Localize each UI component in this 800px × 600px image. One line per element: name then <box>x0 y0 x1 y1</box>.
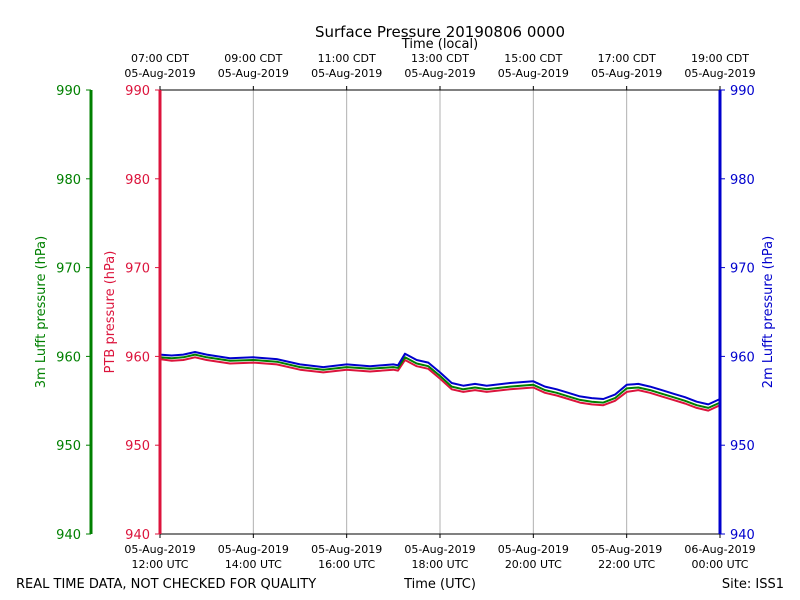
y-tick-label: 940 <box>730 528 755 543</box>
top-tick-label-date: 05-Aug-2019 <box>591 67 662 80</box>
x-tick-label-date: 05-Aug-2019 <box>124 543 195 556</box>
x-tick-label-date: 06-Aug-2019 <box>684 543 755 556</box>
y-axis-label: 2m Lufft pressure (hPa) <box>761 236 776 388</box>
x-tick-label-time: 00:00 UTC <box>691 558 748 571</box>
top-tick-label-date: 05-Aug-2019 <box>311 67 382 80</box>
axes: 05-Aug-2019 12:00 UTC 05-Aug-2019 14:00 UTC… <box>34 52 776 571</box>
x-tick-label-date: 05-Aug-2019 <box>404 543 475 556</box>
top-tick-label-date: 05-Aug-2019 <box>684 67 755 80</box>
y-tick-label: 950 <box>56 439 81 454</box>
y-tick-label: 990 <box>56 84 81 99</box>
grid-lines <box>252 90 628 534</box>
y-axis-label: PTB pressure (hPa) <box>103 251 118 374</box>
y-tick-label: 950 <box>125 439 150 454</box>
x-tick-label-time: 16:00 UTC <box>318 558 375 571</box>
x-tick-label-date: 05-Aug-2019 <box>591 543 662 556</box>
y-tick-label: 950 <box>730 439 755 454</box>
top-tick-label-time: 07:00 CDT <box>131 52 189 65</box>
y-tick-label: 980 <box>730 173 755 188</box>
top-tick-label-time: 19:00 CDT <box>691 52 749 65</box>
top-tick-label-time: 13:00 CDT <box>411 52 469 65</box>
y-tick-label: 940 <box>125 528 150 543</box>
series-line <box>159 351 721 406</box>
top-tick-label-date: 05-Aug-2019 <box>404 67 475 80</box>
series-line <box>159 353 721 409</box>
x-axis-label: Time (UTC) <box>403 577 476 592</box>
y-tick-label: 980 <box>125 173 150 188</box>
top-tick-label-time: 09:00 CDT <box>224 52 282 65</box>
x-tick-label-date: 05-Aug-2019 <box>218 543 289 556</box>
y-tick-label: 940 <box>56 528 81 543</box>
y-tick-label: 990 <box>125 84 150 99</box>
series-line <box>159 356 721 412</box>
y-tick-label: 960 <box>56 350 81 365</box>
series-lines <box>159 351 721 412</box>
y-tick-label: 970 <box>56 262 81 277</box>
top-tick-label-date: 05-Aug-2019 <box>498 67 569 80</box>
x-tick-label-time: 22:00 UTC <box>598 558 655 571</box>
chart-title: Surface Pressure 20190806 0000 <box>315 23 565 41</box>
x-tick-label-time: 20:00 UTC <box>505 558 562 571</box>
y-tick-label: 960 <box>125 350 150 365</box>
top-tick-label-time: 17:00 CDT <box>598 52 656 65</box>
top-axis-label: Time (local) <box>401 37 478 52</box>
y-tick-label: 990 <box>730 84 755 99</box>
x-tick-label-date: 05-Aug-2019 <box>311 543 382 556</box>
footer-quality-note: REAL TIME DATA, NOT CHECKED FOR QUALITY <box>16 577 316 592</box>
y-axis-label: 3m Lufft pressure (hPa) <box>34 236 49 388</box>
top-tick-label-date: 05-Aug-2019 <box>218 67 289 80</box>
y-tick-label: 980 <box>56 173 81 188</box>
x-tick-label-time: 14:00 UTC <box>225 558 282 571</box>
y-tick-label: 970 <box>730 262 755 277</box>
y-tick-label: 970 <box>125 262 150 277</box>
top-tick-label-time: 11:00 CDT <box>318 52 376 65</box>
x-tick-label-time: 18:00 UTC <box>411 558 468 571</box>
footer-site: Site: ISS1 <box>722 577 784 592</box>
x-tick-label-time: 12:00 UTC <box>131 558 188 571</box>
x-tick-label-date: 05-Aug-2019 <box>498 543 569 556</box>
top-tick-label-time: 15:00 CDT <box>504 52 562 65</box>
y-tick-label: 960 <box>730 350 755 365</box>
top-tick-label-date: 05-Aug-2019 <box>124 67 195 80</box>
